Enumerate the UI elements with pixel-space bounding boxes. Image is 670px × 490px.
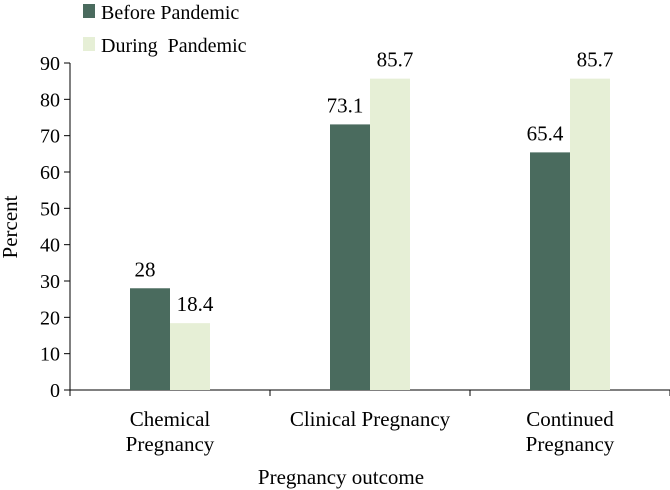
legend-swatch	[83, 4, 95, 18]
data-label: 73.1	[327, 93, 364, 117]
x-category-label: Continued Pregnancy	[526, 407, 615, 456]
bar-during-1	[170, 323, 210, 390]
y-tick-label: 70	[40, 126, 60, 148]
y-tick-label: 90	[40, 53, 60, 75]
legend-swatch	[83, 37, 95, 51]
y-tick-label: 60	[40, 162, 60, 184]
data-labels: 28 18.4 73.1 85.7 65.4 85.7	[135, 48, 614, 317]
bar-before-3	[530, 152, 570, 390]
data-label: 18.4	[177, 292, 214, 316]
bar-during-2	[370, 78, 410, 390]
y-tick-label: 0	[50, 380, 60, 402]
legend: Before Pandemic During Pandemic	[83, 2, 247, 57]
x-category-label: Chemical Pregnancy	[126, 407, 215, 456]
x-axis: Chemical Pregnancy Clinical Pregnancy Conti…	[69, 389, 670, 456]
legend-label: Before Pandemic	[101, 2, 239, 24]
bar-before-2	[330, 124, 370, 391]
data-label: 65.4	[527, 121, 564, 145]
x-category-label: Clinical Pregnancy	[290, 407, 451, 431]
y-tick-label: 10	[40, 344, 60, 366]
data-label: 28	[135, 257, 156, 281]
y-tick-label: 40	[40, 235, 60, 257]
y-tick-label: 50	[40, 198, 60, 220]
y-axis-title: Percent	[0, 195, 22, 258]
x-axis-title: Pregnancy outcome	[258, 465, 424, 489]
y-axis: 0 10 20 30 40 50 60 70 80 90	[40, 53, 71, 402]
y-tick-label: 30	[40, 271, 60, 293]
bars	[130, 78, 610, 391]
data-label: 85.7	[577, 48, 614, 72]
legend-label: During Pandemic	[101, 35, 247, 57]
y-tick-label: 20	[40, 307, 60, 329]
bar-during-3	[570, 78, 610, 390]
data-label: 85.7	[377, 48, 414, 72]
bar-before-1	[130, 288, 170, 390]
y-tick-label: 80	[40, 89, 60, 111]
